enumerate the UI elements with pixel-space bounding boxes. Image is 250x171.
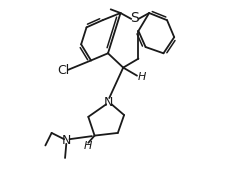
Text: N: N [62, 134, 72, 147]
Text: Cl: Cl [57, 64, 70, 77]
Text: H: H [83, 141, 92, 151]
Text: N: N [104, 96, 114, 109]
Text: S: S [130, 11, 139, 25]
Text: H: H [138, 71, 146, 82]
